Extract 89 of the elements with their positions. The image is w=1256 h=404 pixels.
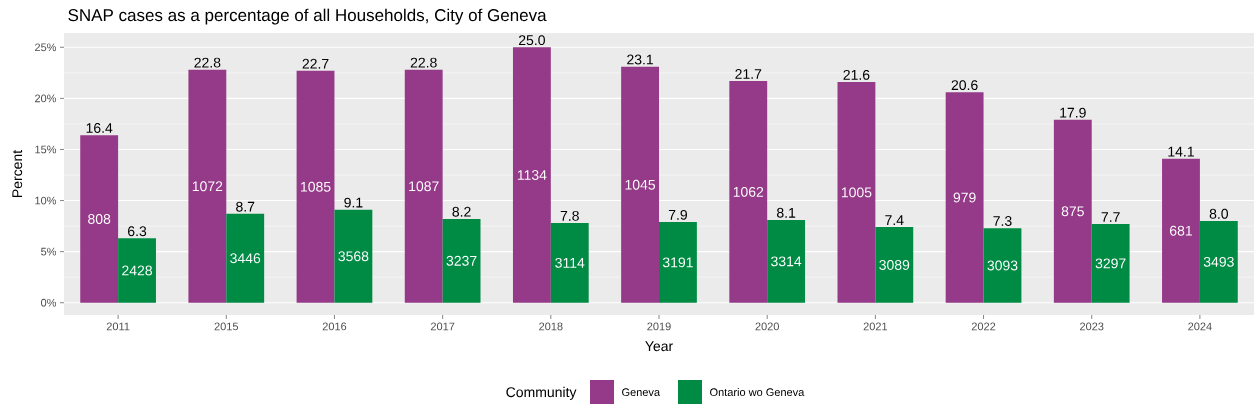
- annotation: 808: [88, 213, 111, 224]
- bar: [659, 222, 697, 303]
- legend-label: Ontario wo Geneva: [710, 388, 805, 397]
- annotation: 3493: [1203, 256, 1234, 267]
- bar: [334, 209, 373, 303]
- bar: [729, 81, 768, 303]
- bar: [512, 47, 551, 303]
- annotation: 979: [953, 192, 976, 203]
- x-tick-label: 2017: [430, 322, 455, 331]
- x-tick-label: 2022: [971, 322, 996, 331]
- bar: [1162, 158, 1200, 303]
- data-label: 22.8: [410, 57, 437, 68]
- bar: [550, 223, 589, 303]
- bar: [875, 227, 914, 303]
- bar: [837, 82, 876, 303]
- annotation: 681: [1170, 225, 1192, 236]
- data-label: 7.4: [885, 215, 904, 225]
- bar: [442, 218, 481, 303]
- annotation: 3237: [446, 255, 477, 266]
- annotation: 1045: [625, 179, 656, 190]
- bar: [226, 213, 265, 303]
- y-tick-label: 10%: [35, 196, 57, 205]
- x-tick-label: 2019: [647, 322, 671, 331]
- annotation: 3093: [987, 260, 1018, 271]
- data-label: 8.2: [452, 206, 471, 217]
- bar: [1091, 224, 1130, 303]
- annotation: 875: [1061, 206, 1084, 217]
- data-label: 7.8: [560, 210, 579, 221]
- data-label: 20.6: [951, 80, 978, 91]
- legend-label: Geneva: [622, 388, 661, 397]
- data-label: 16.4: [86, 123, 113, 133]
- annotation: 1005: [841, 187, 872, 198]
- annotation: 3314: [771, 256, 802, 267]
- annotation: 1085: [301, 181, 331, 192]
- x-tick-label: 2015: [214, 322, 239, 331]
- bar: [1053, 119, 1092, 303]
- data-label: 22.8: [194, 57, 221, 68]
- annotation: 3089: [879, 259, 910, 270]
- annotation: 3114: [555, 257, 585, 268]
- annotation: 1087: [409, 181, 439, 192]
- bar: [80, 135, 119, 303]
- annotation: 3297: [1095, 258, 1126, 269]
- annotation: 3191: [662, 257, 693, 268]
- chart-title: SNAP cases as a percentage of all Households, City of Geneva: [68, 8, 547, 25]
- x-tick-label: 2011: [106, 322, 130, 331]
- data-label: 8.1: [777, 207, 796, 218]
- data-label: 23.1: [627, 54, 654, 65]
- data-label: 14.1: [1168, 146, 1194, 157]
- annotation: 3446: [230, 253, 261, 264]
- data-label: 7.9: [668, 209, 687, 220]
- x-tick-label: 2016: [322, 322, 347, 331]
- bar: [404, 69, 443, 303]
- bar: [983, 228, 1022, 303]
- bar: [188, 69, 227, 303]
- data-label: 9.1: [344, 197, 363, 208]
- data-label: 8.0: [1209, 208, 1229, 219]
- bar: [296, 70, 335, 303]
- bar: [767, 219, 806, 303]
- data-label: 22.7: [302, 58, 329, 69]
- bar: [945, 92, 984, 303]
- data-label: 7.3: [993, 216, 1012, 226]
- annotation: 3568: [338, 251, 369, 262]
- data-label: 25.0: [518, 35, 545, 46]
- annotation: 1134: [517, 170, 547, 180]
- annotation: 1062: [733, 186, 764, 197]
- data-label: 6.3: [128, 226, 147, 237]
- y-axis-title: Percent: [12, 149, 23, 197]
- bar: [1199, 220, 1238, 303]
- y-tick-label: 20%: [35, 94, 57, 103]
- bar: [621, 66, 660, 303]
- x-tick-label: 2021: [863, 322, 888, 331]
- x-tick-label: 2024: [1188, 322, 1212, 331]
- x-axis-title: Year: [645, 341, 673, 352]
- annotation: 1072: [192, 181, 223, 192]
- x-tick-label: 2020: [755, 322, 779, 331]
- legend-title: Community: [506, 386, 577, 400]
- y-tick-label: 25%: [35, 43, 57, 52]
- data-label: 17.9: [1060, 107, 1086, 118]
- y-tick-label: 5%: [41, 247, 57, 256]
- x-tick-label: 2018: [539, 322, 563, 331]
- annotation: 2428: [122, 265, 152, 276]
- y-tick-label: 15%: [35, 145, 57, 154]
- data-label: 21.7: [735, 69, 762, 79]
- y-tick-label: 0%: [41, 298, 57, 307]
- x-tick-label: 2023: [1080, 322, 1104, 331]
- bar: [118, 238, 156, 303]
- data-label: 8.7: [236, 201, 255, 212]
- data-label: 7.7: [1101, 212, 1120, 222]
- data-label: 21.6: [843, 69, 870, 80]
